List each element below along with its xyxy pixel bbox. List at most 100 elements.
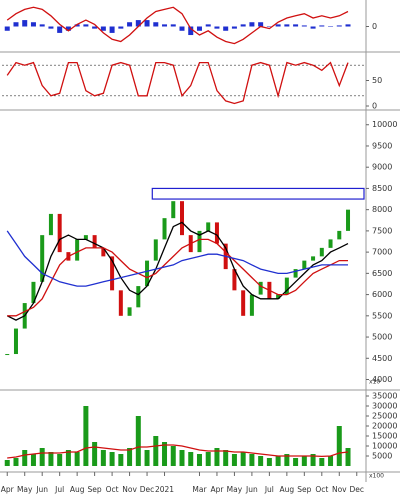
x-tick-label: Dec: [349, 485, 364, 494]
histogram-bar: [258, 456, 264, 466]
unit-label: x100: [369, 473, 384, 480]
y-tick-label: 5000: [372, 452, 392, 461]
histogram-bar: [231, 26, 237, 29]
histogram-bar: [205, 24, 211, 27]
histogram-bar: [39, 448, 45, 466]
candle: [40, 235, 45, 282]
candle: [346, 209, 351, 231]
x-tick-label: Apr: [210, 485, 224, 494]
candle: [162, 218, 167, 240]
x-tick-label: Jun: [35, 485, 48, 494]
histogram-bar: [118, 454, 124, 466]
histogram-bar: [214, 26, 220, 29]
histogram-bar: [13, 458, 19, 466]
histogram-bar: [240, 452, 246, 466]
histogram-bar: [57, 26, 63, 33]
histogram-bar: [266, 26, 272, 27]
candle: [5, 354, 10, 356]
y-tick-label: 6000: [372, 290, 392, 299]
histogram-bar: [179, 450, 185, 466]
histogram-bar: [214, 448, 220, 466]
y-tick-label: 10000: [372, 442, 397, 451]
y-tick-label: 0: [372, 22, 377, 31]
histogram-bar: [127, 448, 133, 466]
histogram-bar: [301, 456, 307, 466]
histogram-bar: [310, 454, 316, 466]
candle: [319, 247, 324, 257]
histogram-bar: [170, 446, 176, 466]
y-tick-label: 9500: [372, 141, 392, 150]
x-tick-label: Oct: [106, 485, 119, 494]
histogram-bar: [205, 452, 211, 466]
candle: [197, 230, 202, 253]
x-tick-label: Aug: [280, 485, 295, 494]
histogram-bar: [22, 450, 28, 466]
histogram-bar: [30, 22, 36, 27]
y-tick-label: 5000: [372, 333, 392, 342]
histogram-bar: [319, 458, 325, 466]
histogram-bar: [249, 22, 255, 27]
histogram-bar: [328, 26, 334, 27]
histogram-bar: [100, 450, 106, 466]
histogram-bar: [266, 458, 272, 466]
x-tick-label: Mar: [192, 485, 207, 494]
y-tick-label: 4000: [372, 375, 392, 384]
candle: [31, 281, 36, 304]
histogram-bar: [162, 24, 168, 27]
histogram-bar: [196, 26, 202, 31]
histogram-bar: [4, 460, 10, 466]
histogram-bar: [249, 454, 255, 466]
y-tick-label: 0: [372, 102, 377, 111]
histogram-bar: [30, 454, 36, 466]
candle: [118, 290, 123, 316]
x-tick-label: Jul: [264, 485, 274, 494]
histogram-bar: [127, 22, 133, 27]
candle: [13, 328, 18, 355]
histogram-bar: [65, 26, 71, 31]
histogram-bar: [240, 24, 246, 27]
x-tick-label: Dec: [140, 485, 155, 494]
histogram-bar: [162, 442, 168, 466]
x-tick-label: Jun: [245, 485, 258, 494]
candle: [171, 201, 176, 219]
series-line: [7, 444, 349, 459]
histogram-bar: [39, 24, 45, 27]
series-line: [6, 61, 349, 105]
histogram-bar: [293, 458, 299, 466]
histogram-bar: [258, 22, 264, 27]
y-tick-label: 50: [372, 76, 382, 85]
candle: [127, 307, 132, 316]
y-tick-label: 10000: [372, 120, 397, 129]
y-tick-label: 20000: [372, 422, 397, 431]
histogram-bar: [48, 26, 54, 29]
histogram-bar: [100, 26, 106, 31]
histogram-bar: [319, 25, 325, 27]
histogram-bar: [284, 454, 290, 466]
x-tick-label: Sep: [88, 485, 102, 494]
histogram-bar: [92, 442, 98, 466]
histogram-bar: [92, 26, 98, 29]
candle: [232, 269, 237, 291]
histogram-bar: [301, 25, 307, 27]
histogram-bar: [48, 452, 54, 466]
x-tick-label: 2021: [155, 485, 174, 494]
x-tick-label: Jul: [54, 485, 64, 494]
histogram-bar: [153, 22, 159, 27]
y-tick-label: 8000: [372, 205, 392, 214]
candle: [337, 230, 342, 240]
histogram-bar: [336, 25, 342, 27]
candle: [276, 294, 281, 299]
histogram-bar: [284, 24, 290, 27]
histogram-bar: [65, 450, 71, 466]
series-line: [6, 6, 349, 45]
candle: [101, 247, 106, 257]
candle: [57, 213, 62, 253]
x-tick-label: Sep: [297, 485, 311, 494]
histogram-bar: [328, 456, 334, 466]
histogram-bar: [22, 20, 28, 27]
candle: [302, 260, 307, 270]
histogram-bar: [83, 406, 89, 466]
histogram-bar: [74, 452, 80, 466]
histogram-bar: [179, 26, 185, 31]
candle: [48, 213, 53, 236]
